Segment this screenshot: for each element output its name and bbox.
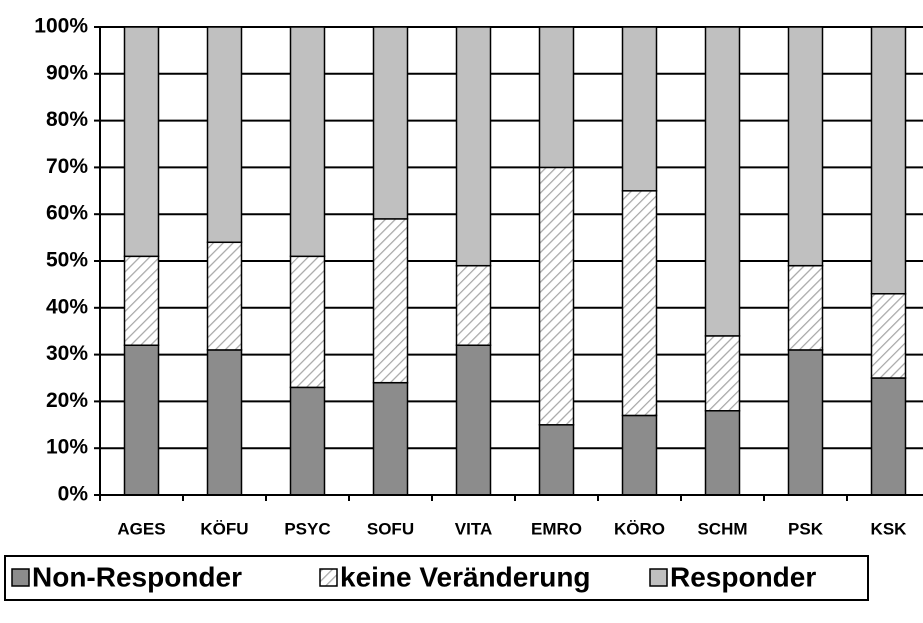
bar-segment [704,26,741,337]
x-tick-label: KSK [871,519,908,538]
x-tick-label: EMRO [531,519,582,538]
y-tick-label: 20% [46,389,88,412]
legend-label: keine Veränderung [340,561,591,592]
bar-segment [206,26,243,244]
x-tick-label: SOFU [367,519,414,538]
bar-segment [538,26,575,169]
x-tick-label: SCHM [697,519,747,538]
bar-segment [870,293,907,379]
bar-segment [870,377,907,496]
bar-segment [787,264,824,351]
bar-segment [704,335,741,412]
x-tick-label: KÖFU [200,519,248,538]
bar-segment [538,166,575,426]
bar-segment [621,26,658,192]
bar-segment [787,26,824,267]
bar-segment [206,241,243,351]
bar-segment [455,26,492,267]
y-tick-label: 40% [46,295,88,318]
y-tick-label: 0% [58,483,89,506]
y-tick-label: 100% [34,15,88,38]
legend-label: Responder [670,561,816,592]
bar-segment [538,424,575,496]
bar-segment [289,386,326,496]
x-tick-label: PSYC [284,519,330,538]
x-tick-label: VITA [455,519,492,538]
legend-swatch [11,568,30,587]
bar-segment [206,349,243,496]
y-tick-label: 80% [46,108,88,131]
bar-segment [704,410,741,496]
legend-swatch [649,568,668,587]
bar-segment [372,26,409,220]
bar-segment [787,349,824,496]
legend-swatch [319,568,338,587]
bar-segment [123,255,160,346]
y-tick-label: 50% [46,249,88,272]
bar-segment [870,26,907,295]
y-tick-label: 60% [46,202,88,225]
y-tick-label: 90% [46,61,88,84]
bar-segment [455,344,492,496]
bar-segment [621,414,658,496]
bar-segment [372,218,409,384]
y-tick-label: 70% [46,155,88,178]
bar-segment [372,381,409,496]
x-tick-label: AGES [117,519,165,538]
legend-label: Non-Responder [32,561,242,592]
bar-segment [621,190,658,417]
y-tick-label: 30% [46,342,88,365]
legend-box [4,555,869,601]
y-tick-label: 10% [46,436,88,459]
x-tick-label: KÖRO [614,519,665,538]
bar-segment [123,344,160,496]
bar-segment [289,255,326,389]
bar-segment [123,26,160,258]
bar-segment [455,264,492,346]
bar-segment [289,26,326,258]
x-tick-label: PSK [788,519,824,538]
